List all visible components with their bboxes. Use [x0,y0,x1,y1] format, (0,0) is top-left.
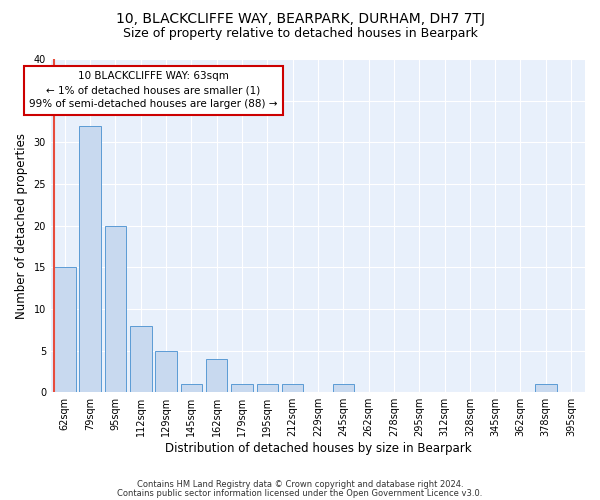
Bar [535,384,557,392]
Text: 10, BLACKCLIFFE WAY, BEARPARK, DURHAM, DH7 7TJ: 10, BLACKCLIFFE WAY, BEARPARK, DURHAM, D… [115,12,485,26]
Bar [231,384,253,392]
Bar [105,226,126,392]
X-axis label: Distribution of detached houses by size in Bearpark: Distribution of detached houses by size … [164,442,471,455]
Bar [79,126,101,392]
Text: 10 BLACKCLIFFE WAY: 63sqm
← 1% of detached houses are smaller (1)
99% of semi-de: 10 BLACKCLIFFE WAY: 63sqm ← 1% of detach… [29,72,278,110]
Bar [257,384,278,392]
Bar [282,384,304,392]
Text: Contains public sector information licensed under the Open Government Licence v3: Contains public sector information licen… [118,488,482,498]
Bar [54,268,76,392]
Bar [206,359,227,392]
Bar [181,384,202,392]
Text: Size of property relative to detached houses in Bearpark: Size of property relative to detached ho… [122,28,478,40]
Bar [155,350,177,392]
Text: Contains HM Land Registry data © Crown copyright and database right 2024.: Contains HM Land Registry data © Crown c… [137,480,463,489]
Bar [130,326,152,392]
Y-axis label: Number of detached properties: Number of detached properties [15,132,28,318]
Bar [332,384,354,392]
